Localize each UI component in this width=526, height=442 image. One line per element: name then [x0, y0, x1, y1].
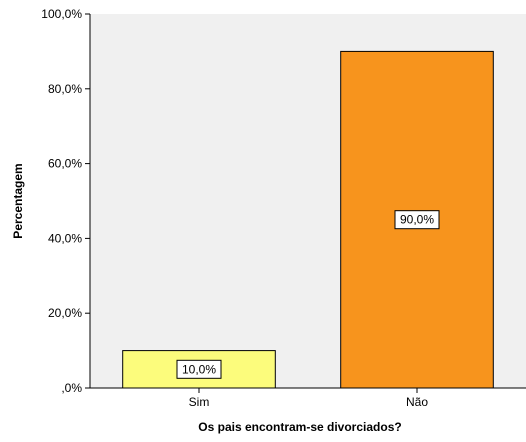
x-axis-title: Os pais encontram-se divorciados? [198, 420, 401, 434]
y-tick-label: 20,0% [48, 306, 82, 320]
x-tick-label: Sim [189, 395, 210, 409]
y-tick-label: 100,0% [41, 7, 82, 21]
data-label: 90,0% [400, 213, 434, 227]
data-label-box [176, 359, 222, 379]
data-label: 10,0% [182, 362, 216, 376]
data-labels-layer: 10,0% 90,0% [176, 210, 440, 379]
y-tick-label: 80,0% [48, 82, 82, 96]
x-tick-label: Não [406, 395, 428, 409]
y-tick-label: ,0% [61, 381, 82, 395]
axes-layer: ,0% 20,0% 40,0% 60,0% 80,0% 100,0% Sim Não [41, 7, 526, 409]
data-label-box [394, 210, 440, 230]
y-tick-label: 60,0% [48, 157, 82, 171]
y-axis-title: Percentagem [11, 163, 25, 238]
y-tick-label: 40,0% [48, 231, 82, 245]
